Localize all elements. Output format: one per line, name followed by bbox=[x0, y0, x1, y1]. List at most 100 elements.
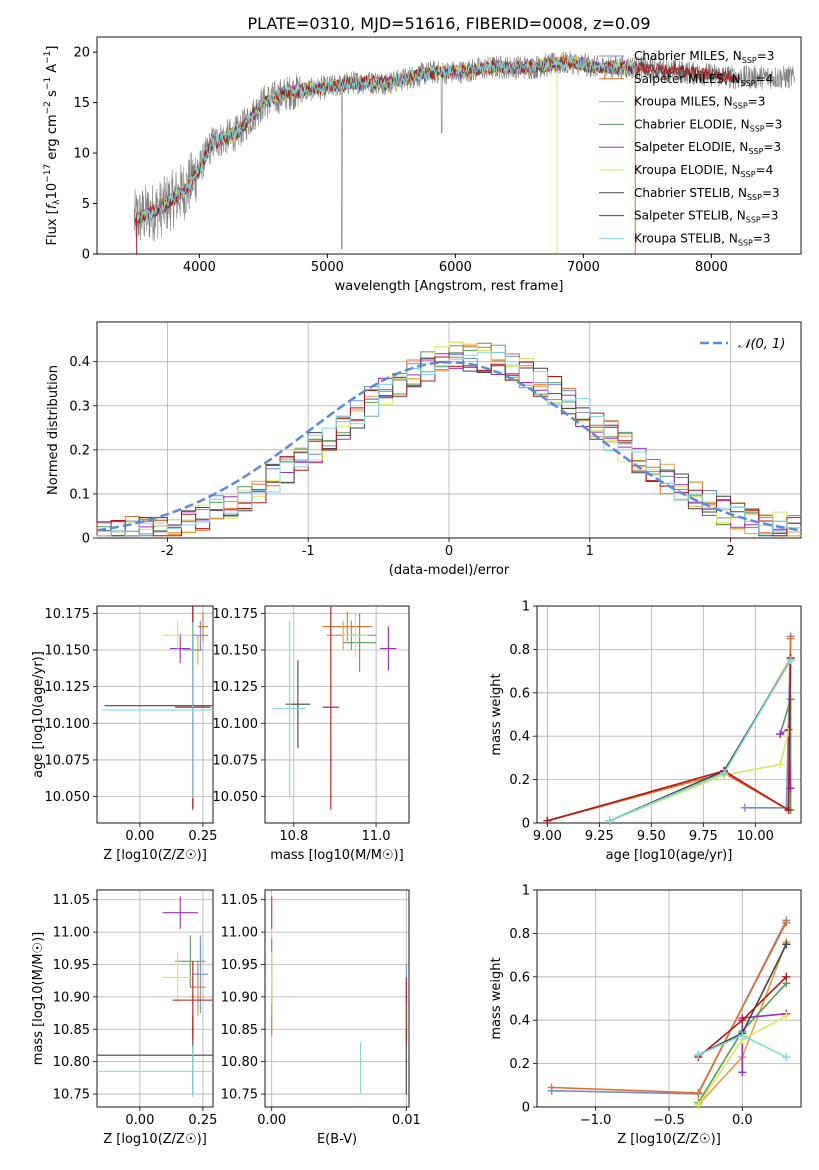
age-vs-Z-panel: 0.00 0.25 10.050 10.075 10.100 10.125 10.150 10… bbox=[31, 605, 217, 863]
x-tick-label: −1.0 bbox=[580, 1113, 612, 1128]
legend-label: Salpeter ELODIE, NSSP=3 bbox=[634, 140, 781, 156]
x-tick-label: 2 bbox=[726, 544, 734, 559]
marker-kroupa-stelib bbox=[782, 1053, 791, 1062]
legend-label: 𝒩(0, 1) bbox=[738, 337, 785, 352]
axes-frame bbox=[536, 889, 802, 1108]
y-tick-label: 10.075 bbox=[45, 753, 91, 768]
axes-frame bbox=[96, 36, 802, 255]
x-axis-label: Z [log10(Z/Z☉)] bbox=[617, 1132, 721, 1147]
y-tick-label: 1 bbox=[522, 884, 530, 899]
x-tick-label: 10.8 bbox=[279, 829, 308, 844]
age-vs-mass-panel: 10.8 11.0 10.050 10.075 10.100 10.125 10.150 10… bbox=[213, 605, 410, 863]
marker-salpeter-stelib bbox=[543, 816, 552, 825]
x-tick-label: 9.50 bbox=[637, 829, 666, 844]
marker-kroupa-elodie bbox=[694, 1100, 703, 1109]
y-tick-label: 10.95 bbox=[53, 958, 90, 973]
marker-kroupa-stelib bbox=[694, 1050, 703, 1059]
x-axis-label: (data-model)/error bbox=[389, 563, 510, 578]
y-tick-label: 0.2 bbox=[509, 1057, 530, 1072]
x-tick-label: 0.00 bbox=[257, 1113, 286, 1128]
y-tick-label: 0.4 bbox=[509, 730, 530, 745]
marker-salpeter-miles bbox=[786, 634, 795, 643]
marker-kroupa-elodie bbox=[782, 1011, 791, 1020]
y-tick-label: 0.6 bbox=[509, 686, 530, 701]
y-tick-label: 0.2 bbox=[69, 443, 90, 458]
series-salpeter-miles bbox=[547, 638, 792, 822]
points bbox=[271, 896, 407, 1095]
x-tick-label: 0.25 bbox=[188, 1113, 217, 1128]
series-salpeter-stelib bbox=[547, 658, 792, 822]
y-tick-label: 11.05 bbox=[221, 893, 258, 908]
y-axis-label: Flux [fλ10−17 erg cm−2 s−1 A−1] bbox=[43, 46, 62, 246]
x-tick-label: 0.01 bbox=[392, 1113, 421, 1128]
y-tick-label: 10.075 bbox=[213, 753, 259, 768]
y-tick-label: 10 bbox=[73, 147, 90, 162]
x-tick-label: 11.0 bbox=[362, 829, 391, 844]
y-tick-label: 11.00 bbox=[53, 926, 90, 941]
y-tick-label: 0.6 bbox=[509, 970, 530, 985]
y-tick-label: 11.05 bbox=[53, 893, 90, 908]
marker-salpeter-elodie bbox=[786, 784, 795, 793]
x-tick-label: 0.00 bbox=[125, 829, 154, 844]
y-tick-label: 10.75 bbox=[221, 1088, 258, 1103]
y-axis-label: Normed distribution bbox=[46, 365, 61, 495]
y-tick-label: 0.1 bbox=[69, 487, 90, 502]
y-tick-label: 10.85 bbox=[221, 1023, 258, 1038]
x-axis-label: Z [log10(Z/Z☉)] bbox=[103, 848, 207, 863]
y-tick-label: 20 bbox=[73, 46, 90, 61]
legend-label: Chabrier MILES, NSSP=3 bbox=[634, 49, 774, 65]
y-tick-label: 10.125 bbox=[45, 680, 91, 695]
x-tick-label: -1 bbox=[302, 544, 315, 559]
y-tick-label: 10.150 bbox=[213, 643, 259, 658]
y-axis-label: mass weight bbox=[489, 957, 504, 1039]
y-axis-label: mass weight bbox=[489, 673, 504, 755]
spectrum-panel: 4000 5000 6000 7000 8000 0 5 10 15 20 wavelength [… bbox=[43, 36, 802, 294]
model-spectrum-kroupa-stelib bbox=[134, 55, 636, 222]
legend-label: Chabrier STELIB, NSSP=3 bbox=[634, 186, 780, 202]
x-axis-label: age [log10(age/yr)] bbox=[606, 848, 733, 863]
y-tick-label: 5 bbox=[82, 197, 90, 212]
x-tick-label: -2 bbox=[161, 544, 174, 559]
y-tick-label: 10.95 bbox=[221, 958, 258, 973]
y-tick-label: 10.175 bbox=[45, 607, 91, 622]
y-tick-label: 0.3 bbox=[69, 399, 90, 414]
x-tick-label: 10.00 bbox=[737, 829, 774, 844]
marker-salpeter-miles bbox=[547, 1083, 556, 1092]
y-tick-label: 0 bbox=[82, 532, 90, 547]
y-tick-label: 10.90 bbox=[53, 990, 90, 1005]
marker-salpeter-stelib bbox=[784, 805, 793, 814]
y-tick-label: 10.85 bbox=[53, 1023, 90, 1038]
y-tick-label: 10.125 bbox=[213, 680, 259, 695]
x-tick-label: 0.25 bbox=[188, 829, 217, 844]
legend-label: Salpeter MILES, NSSP=4 bbox=[634, 72, 773, 88]
x-tick-label: 6000 bbox=[439, 260, 472, 275]
y-tick-label: 0.8 bbox=[509, 643, 530, 658]
axes-frame bbox=[264, 889, 410, 1108]
y-tick-label: 10.80 bbox=[53, 1055, 90, 1070]
points bbox=[102, 606, 213, 810]
x-tick-label: 7000 bbox=[567, 260, 600, 275]
marker-kroupa-stelib bbox=[605, 816, 614, 825]
legend-label: Salpeter STELIB, NSSP=3 bbox=[634, 209, 778, 225]
y-tick-label: 0 bbox=[522, 1101, 530, 1116]
points bbox=[273, 606, 397, 810]
marker-salpeter-miles bbox=[782, 918, 791, 927]
x-tick-label: 4000 bbox=[183, 260, 216, 275]
y-tick-label: 0 bbox=[82, 248, 90, 263]
axes-frame bbox=[96, 605, 214, 824]
y-axis-label: age [log10(age/yr)] bbox=[31, 651, 46, 778]
y-tick-label: 10.175 bbox=[213, 607, 259, 622]
points bbox=[97, 896, 213, 1098]
axes-frame bbox=[96, 321, 802, 539]
marker-kroupa-stelib bbox=[786, 656, 795, 665]
marker-kroupa-elodie bbox=[776, 760, 785, 769]
y-tick-label: 11.00 bbox=[221, 926, 258, 941]
y-tick-label: 0.8 bbox=[509, 927, 530, 942]
x-tick-label: 0.00 bbox=[125, 1113, 154, 1128]
y-tick-label: 1 bbox=[522, 600, 530, 615]
x-tick-label: 0.0 bbox=[732, 1113, 753, 1128]
y-tick-label: 15 bbox=[73, 96, 90, 111]
marker-salpeter-stelib bbox=[738, 1016, 747, 1025]
y-tick-label: 10.100 bbox=[213, 717, 259, 732]
